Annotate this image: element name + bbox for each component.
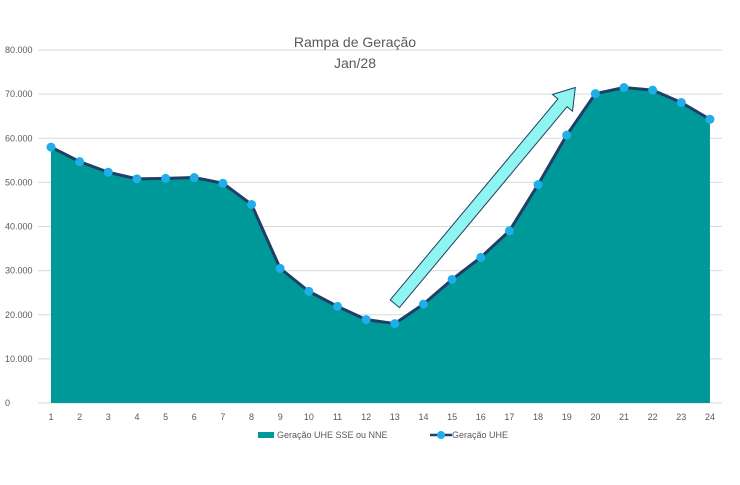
- x-tick-label: 23: [676, 412, 686, 422]
- y-tick-label: 60.000: [5, 133, 33, 143]
- data-point: [189, 173, 199, 183]
- x-tick-label: 6: [192, 412, 197, 422]
- legend-marker-line: [437, 431, 445, 439]
- data-point: [75, 157, 85, 167]
- y-tick-label: 80.000: [5, 45, 33, 55]
- x-tick-label: 8: [249, 412, 254, 422]
- x-tick-label: 1: [48, 412, 53, 422]
- x-tick-label: 24: [705, 412, 715, 422]
- y-axis-ticks: 0 10.000 20.000 30.000 40.000 50.000 60.000 70.…: [5, 45, 33, 408]
- x-tick-label: 18: [533, 412, 543, 422]
- x-tick-label: 17: [504, 412, 514, 422]
- data-point: [533, 180, 543, 190]
- x-tick-label: 22: [648, 412, 658, 422]
- x-tick-label: 4: [134, 412, 139, 422]
- x-axis-ticks: 1 2 3 4 5 6 7 8 9 10 11 12 13 14 15 16 17 18 19 20 21 22 23 24: [48, 412, 714, 422]
- x-tick-label: 9: [278, 412, 283, 422]
- x-tick-label: 5: [163, 412, 168, 422]
- data-point: [46, 142, 56, 152]
- y-tick-label: 30.000: [5, 266, 33, 276]
- area-series: [51, 87, 710, 403]
- data-point: [247, 199, 257, 209]
- data-point: [361, 315, 371, 325]
- x-tick-label: 2: [77, 412, 82, 422]
- x-tick-label: 3: [106, 412, 111, 422]
- data-point: [590, 89, 600, 99]
- x-tick-label: 20: [590, 412, 600, 422]
- data-point: [619, 83, 629, 93]
- data-point: [504, 226, 514, 236]
- data-point: [418, 299, 428, 309]
- x-tick-label: 14: [418, 412, 428, 422]
- x-tick-label: 19: [562, 412, 572, 422]
- x-tick-label: 21: [619, 412, 629, 422]
- data-point: [705, 114, 715, 124]
- data-point: [132, 174, 142, 184]
- legend-swatch-area: [258, 432, 274, 438]
- y-tick-label: 50.000: [5, 177, 33, 187]
- ramp-arrow: [389, 86, 576, 309]
- data-point: [218, 178, 228, 188]
- chart-title: Rampa de Geração: [294, 34, 416, 50]
- data-point: [648, 85, 658, 95]
- y-tick-label: 0: [5, 398, 10, 408]
- data-point: [304, 286, 314, 296]
- chart-subtitle: Jan/28: [334, 55, 376, 71]
- x-tick-label: 15: [447, 412, 457, 422]
- data-point: [333, 301, 342, 311]
- x-tick-label: 11: [333, 412, 342, 422]
- y-tick-label: 20.000: [5, 310, 33, 320]
- y-tick-label: 10.000: [5, 354, 33, 364]
- x-tick-label: 7: [220, 412, 225, 422]
- legend-label-line: Geração UHE: [452, 430, 508, 440]
- ramp-annotation: [389, 86, 576, 309]
- data-point: [562, 130, 572, 140]
- data-point: [161, 173, 171, 183]
- x-tick-label: 13: [390, 412, 400, 422]
- line-series: [46, 83, 715, 329]
- data-point: [275, 263, 285, 273]
- y-tick-label: 70.000: [5, 89, 33, 99]
- data-point: [103, 167, 113, 177]
- x-tick-label: 12: [361, 412, 371, 422]
- area-fill: [51, 87, 710, 403]
- data-point: [476, 252, 486, 262]
- y-tick-label: 40.000: [5, 222, 33, 232]
- data-point: [676, 98, 686, 108]
- x-tick-label: 10: [304, 412, 314, 422]
- legend: Geração UHE SSE ou NNE Geração UHE: [258, 430, 508, 440]
- legend-label-area: Geração UHE SSE ou NNE: [277, 430, 388, 440]
- x-tick-label: 16: [476, 412, 486, 422]
- series-line: [50, 86, 711, 326]
- data-point: [390, 319, 400, 329]
- data-point: [447, 274, 457, 284]
